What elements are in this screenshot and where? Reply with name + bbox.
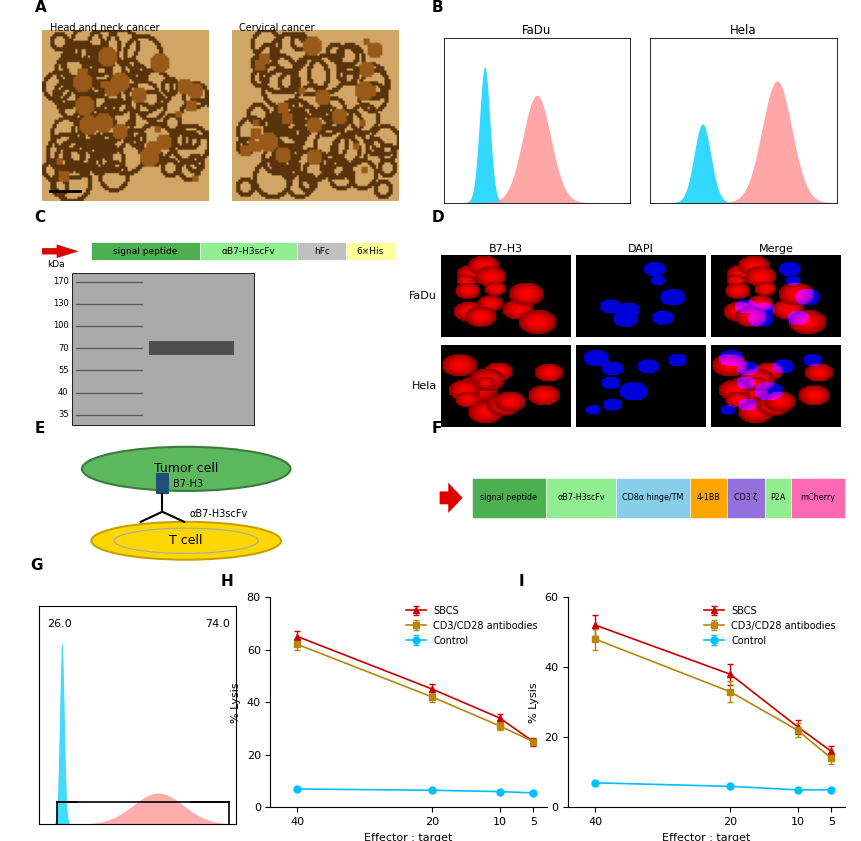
Text: D: D: [431, 210, 443, 225]
Bar: [156, 473, 169, 495]
Text: αB7-H3scFv: αB7-H3scFv: [189, 510, 248, 519]
Text: kDa: kDa: [47, 261, 65, 269]
Text: A: A: [34, 0, 46, 15]
Text: αB7-H3scFv: αB7-H3scFv: [221, 246, 276, 256]
Bar: [90, 242, 200, 261]
Text: 4-1BB: 4-1BB: [696, 494, 720, 502]
Text: 70: 70: [58, 344, 69, 352]
Text: αB7-H3scFv: αB7-H3scFv: [556, 494, 604, 502]
Bar: [471, 478, 546, 518]
Text: B: B: [431, 0, 443, 15]
Text: Cervical cancer: Cervical cancer: [239, 23, 314, 33]
Text: F: F: [431, 421, 442, 436]
Text: signal peptide: signal peptide: [113, 246, 177, 256]
Text: 6×His: 6×His: [356, 246, 384, 256]
Text: 35: 35: [58, 410, 69, 420]
X-axis label: Effector : target: Effector : target: [364, 833, 452, 841]
Text: 26.0: 26.0: [46, 619, 71, 628]
Bar: [546, 478, 615, 518]
Bar: [346, 242, 394, 261]
Text: 170: 170: [53, 277, 69, 286]
Bar: [727, 478, 764, 518]
Text: 100: 100: [53, 321, 69, 331]
Text: EF1α: EF1α: [439, 467, 461, 476]
Y-axis label: Hela: Hela: [412, 381, 437, 391]
Bar: [72, 273, 254, 425]
Text: EF1α: EF1α: [46, 232, 71, 241]
Bar: [149, 341, 234, 355]
Text: 130: 130: [53, 299, 69, 309]
Y-axis label: FaDu: FaDu: [409, 291, 437, 301]
Legend: SBCS, CD3/CD28 antibodies, Control: SBCS, CD3/CD28 antibodies, Control: [402, 602, 542, 649]
Text: CD3 ζ: CD3 ζ: [734, 494, 757, 502]
Text: 40: 40: [58, 388, 69, 397]
Bar: [790, 478, 844, 518]
Title: Hela: Hela: [729, 24, 756, 37]
Text: 74.0: 74.0: [205, 619, 230, 628]
Text: E: E: [34, 421, 45, 436]
Bar: [764, 478, 790, 518]
Text: Head and neck cancer: Head and neck cancer: [50, 23, 159, 33]
Text: hFc: hFc: [313, 246, 330, 256]
Text: signal peptide: signal peptide: [480, 494, 536, 502]
Text: mCherry: mCherry: [800, 494, 834, 502]
Text: T cell: T cell: [170, 534, 202, 547]
Legend: SBCS, CD3/CD28 antibodies, Control: SBCS, CD3/CD28 antibodies, Control: [699, 602, 839, 649]
Bar: [615, 478, 690, 518]
Text: C: C: [34, 210, 46, 225]
Ellipse shape: [82, 447, 290, 491]
Text: CD8α hinge/TM: CD8α hinge/TM: [622, 494, 683, 502]
Text: Tumor cell: Tumor cell: [154, 463, 218, 475]
Text: H: H: [220, 574, 233, 589]
Bar: [297, 242, 346, 261]
Text: P2A: P2A: [770, 494, 785, 502]
Ellipse shape: [91, 521, 281, 560]
Title: FaDu: FaDu: [522, 24, 551, 37]
FancyArrow shape: [42, 245, 78, 258]
Bar: [690, 478, 727, 518]
Text: 55: 55: [58, 366, 69, 375]
Text: G: G: [30, 558, 43, 573]
Title: Merge: Merge: [758, 244, 793, 254]
Text: B7-H3: B7-H3: [173, 479, 202, 489]
X-axis label: Effector : target: Effector : target: [661, 833, 750, 841]
Y-axis label: % Lysis: % Lysis: [529, 682, 538, 722]
FancyArrow shape: [439, 483, 462, 513]
Title: B7-H3: B7-H3: [488, 244, 523, 254]
Title: DAPI: DAPI: [628, 244, 653, 254]
Bar: [200, 242, 297, 261]
Text: I: I: [518, 574, 523, 589]
Y-axis label: % Lysis: % Lysis: [231, 682, 241, 722]
